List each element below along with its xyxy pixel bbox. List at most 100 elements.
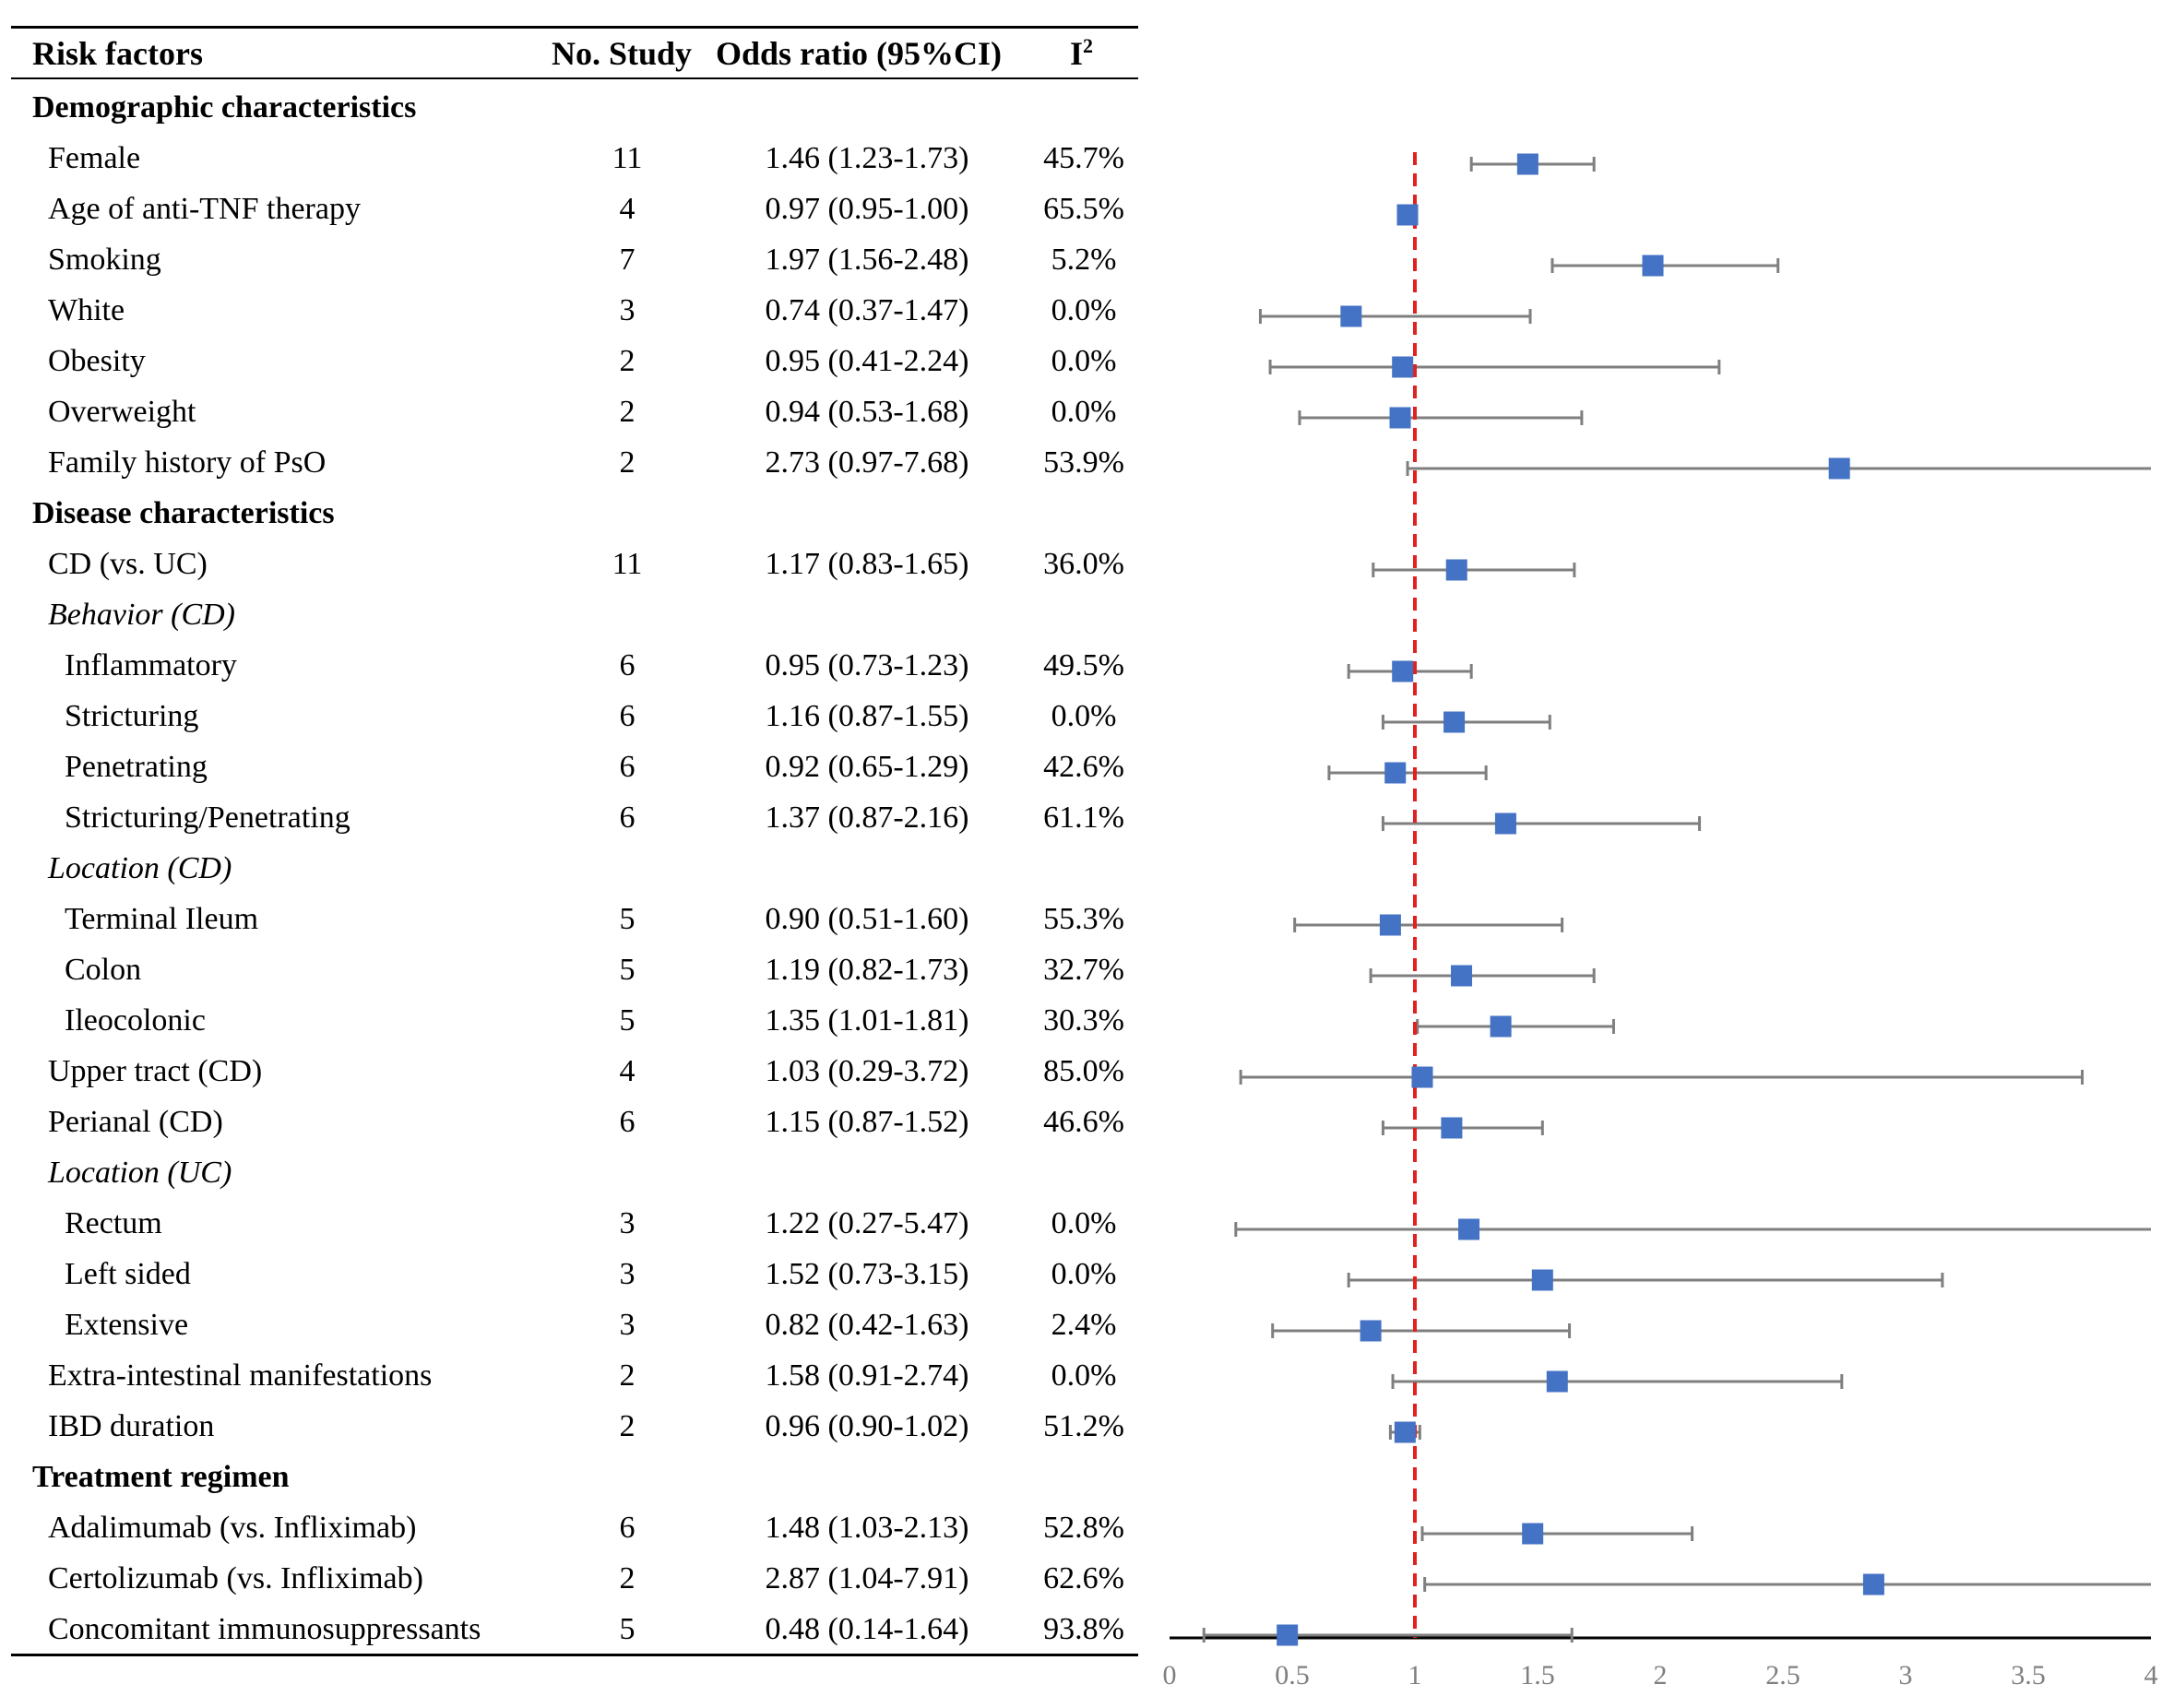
i-squared-value: 52.8%: [1043, 1511, 1124, 1545]
study-count: 5: [619, 902, 636, 936]
x-tick-label: 3: [1899, 1660, 1913, 1690]
odds-ratio-ci: 0.48 (0.14-1.64): [765, 1612, 969, 1646]
x-tick-label: 2: [1654, 1660, 1668, 1690]
odds-ratio-marker: [1443, 711, 1466, 733]
table-row: Colon 5 1.19 (0.82-1.73) 32.7%: [0, 950, 1144, 990]
study-count: 2: [619, 1409, 636, 1443]
table-row: Ileocolonic 5 1.35 (1.01-1.81) 30.3%: [0, 1001, 1144, 1041]
table-row: Certolizumab (vs. Infliximab) 2 2.87 (1.04…: [0, 1559, 1144, 1599]
study-count: 6: [619, 1105, 636, 1139]
odds-ratio-marker: [1828, 457, 1850, 480]
i-squared-value: 0.0%: [1051, 1206, 1117, 1240]
risk-factor-label: Overweight: [48, 395, 196, 429]
study-count: 6: [619, 699, 636, 733]
study-count: 3: [619, 1206, 636, 1240]
odds-ratio-marker: [1384, 762, 1407, 784]
study-count: 11: [612, 141, 643, 175]
i-squared-value: 51.2%: [1043, 1409, 1124, 1443]
risk-factor-label: Rectum: [65, 1206, 162, 1240]
odds-ratio-ci: 2.87 (1.04-7.91): [765, 1561, 969, 1595]
group-label: Location (CD): [48, 851, 232, 885]
risk-factor-label: Adalimumab (vs. Infliximab): [48, 1511, 417, 1545]
table-row: Family history of PsO 2 2.73 (0.97-7.68) 53…: [0, 443, 1144, 483]
odds-ratio-ci: 0.95 (0.73-1.23): [765, 648, 969, 682]
study-count: 2: [619, 395, 636, 429]
risk-factor-label: Upper tract (CD): [48, 1054, 263, 1088]
group-label: Treatment regimen: [32, 1460, 290, 1494]
odds-ratio-marker: [1546, 1370, 1568, 1393]
risk-factor-label: Extra-intestinal manifestations: [48, 1358, 433, 1393]
study-count: 3: [619, 1308, 636, 1342]
risk-factor-label: Smoking: [48, 243, 161, 277]
odds-ratio-ci: 0.95 (0.41-2.24): [765, 344, 969, 378]
study-count: 6: [619, 1511, 636, 1545]
odds-ratio-ci: 1.17 (0.83-1.65): [765, 547, 969, 581]
odds-ratio-ci: 1.37 (0.87-2.16): [765, 801, 969, 835]
i-squared-value: 0.0%: [1051, 395, 1117, 429]
table-header-rule: [11, 77, 1138, 79]
header-i-squared-base: I: [1070, 35, 1084, 72]
header-no-study: No. Study: [552, 35, 693, 72]
odds-ratio-ci: 1.16 (0.87-1.55): [765, 699, 969, 733]
odds-ratio-marker: [1522, 1523, 1544, 1545]
i-squared-value: 0.0%: [1051, 344, 1117, 378]
risk-factor-label: Left sided: [65, 1257, 191, 1291]
study-count: 3: [619, 1257, 636, 1291]
odds-ratio-marker: [1392, 356, 1414, 378]
risk-factor-label: Certolizumab (vs. Infliximab): [48, 1561, 423, 1595]
odds-ratio-marker: [1642, 255, 1664, 277]
section-header-row: Treatment regimen: [0, 1457, 1144, 1498]
risk-factor-table: Risk factors No. Study Odds ratio (95%CI…: [0, 26, 1144, 1656]
group-label: Behavior (CD): [48, 598, 236, 632]
x-tick-label: 0: [1163, 1660, 1177, 1690]
risk-factor-label: Obesity: [48, 344, 146, 378]
odds-ratio-marker: [1494, 812, 1516, 835]
table-row: Obesity 2 0.95 (0.41-2.24) 0.0%: [0, 341, 1144, 382]
risk-factor-label: Extensive: [65, 1308, 189, 1342]
odds-ratio-ci: 1.46 (1.23-1.73): [765, 141, 969, 175]
i-squared-value: 30.3%: [1043, 1003, 1124, 1038]
table-row: IBD duration 2 0.96 (0.90-1.02) 51.2%: [0, 1406, 1144, 1447]
table-row: Perianal (CD) 6 1.15 (0.87-1.52) 46.6%: [0, 1102, 1144, 1143]
i-squared-value: 36.0%: [1043, 547, 1124, 581]
i-squared-value: 93.8%: [1043, 1612, 1124, 1646]
odds-ratio-marker: [1451, 965, 1473, 987]
x-tick-label: 2.5: [1765, 1660, 1800, 1690]
odds-ratio-marker: [1862, 1573, 1884, 1595]
forest-plot-svg: 0 0.5 1 1.5 2 2.5 3 3.5 4: [1163, 152, 2158, 1690]
table-row: White 3 0.74 (0.37-1.47) 0.0%: [0, 291, 1144, 331]
i-squared-value: 62.6%: [1043, 1561, 1124, 1595]
odds-ratio-marker: [1394, 1421, 1416, 1443]
study-count: 11: [612, 547, 643, 581]
risk-factor-label: Stricturing: [65, 699, 199, 733]
risk-factor-label: Female: [48, 141, 141, 175]
odds-ratio-marker: [1340, 305, 1362, 327]
i-squared-value: 85.0%: [1043, 1054, 1124, 1088]
x-tick-label: 0.5: [1275, 1660, 1310, 1690]
odds-ratio-marker: [1396, 204, 1419, 226]
study-count: 4: [619, 192, 636, 226]
i-squared-value: 55.3%: [1043, 902, 1124, 936]
i-squared-value: 2.4%: [1051, 1308, 1117, 1342]
risk-factor-label: Perianal (CD): [48, 1105, 223, 1139]
section-header-row: Disease characteristics: [0, 493, 1144, 534]
odds-ratio-ci: 0.82 (0.42-1.63): [765, 1308, 969, 1342]
odds-ratio-ci: 1.19 (0.82-1.73): [765, 953, 969, 987]
table-row: Age of anti-TNF therapy 4 0.97 (0.95-1.00)…: [0, 189, 1144, 230]
study-count: 6: [619, 801, 636, 835]
study-count: 2: [619, 1358, 636, 1393]
subgroup-header-row: Location (UC): [0, 1153, 1144, 1193]
i-squared-value: 32.7%: [1043, 953, 1124, 987]
risk-factor-label: Stricturing/Penetrating: [65, 801, 350, 835]
odds-ratio-ci: 0.94 (0.53-1.68): [765, 395, 969, 429]
odds-ratio-ci: 1.35 (1.01-1.81): [765, 1003, 969, 1038]
odds-ratio-ci: 1.97 (1.56-2.48): [765, 243, 969, 277]
table-row: CD (vs. UC) 11 1.17 (0.83-1.65) 36.0%: [0, 544, 1144, 585]
i-squared-value: 0.0%: [1051, 1358, 1117, 1393]
table-row: Adalimumab (vs. Infliximab) 6 1.48 (1.03-2…: [0, 1508, 1144, 1548]
i-squared-value: 61.1%: [1043, 801, 1124, 835]
i-squared-value: 45.7%: [1043, 141, 1124, 175]
odds-ratio-marker: [1445, 559, 1467, 581]
odds-ratio-ci: 2.73 (0.97-7.68): [765, 445, 969, 480]
odds-ratio-ci: 0.90 (0.51-1.60): [765, 902, 969, 936]
